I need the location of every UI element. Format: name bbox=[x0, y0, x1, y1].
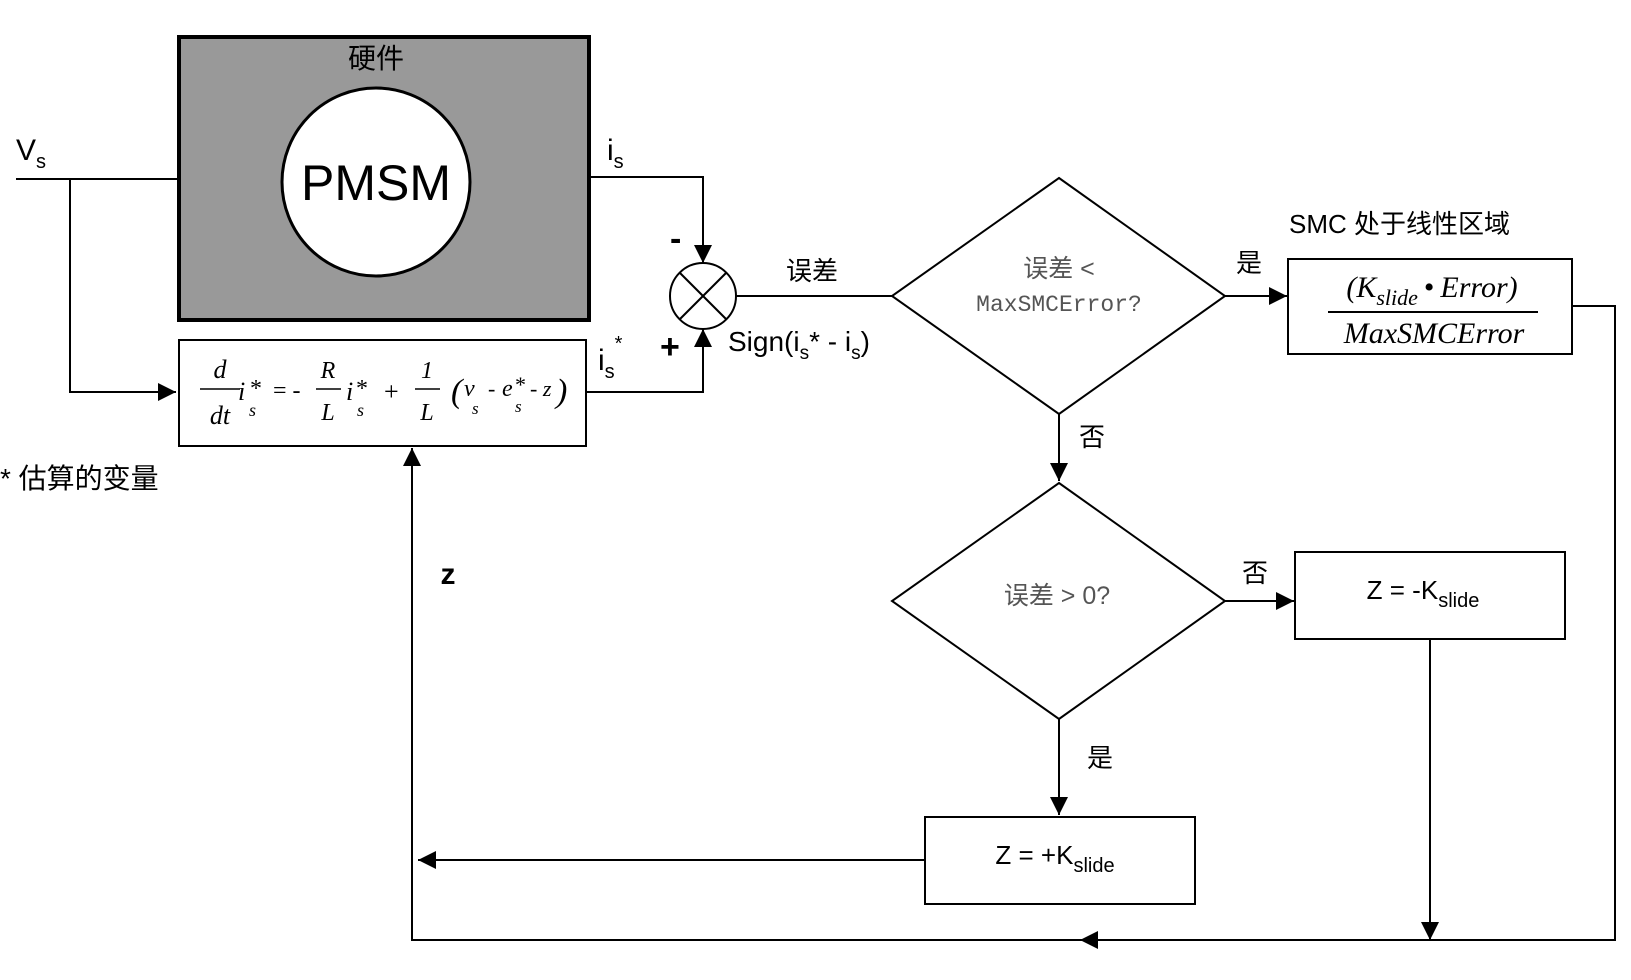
linear-numerator: (Kslide • Error) bbox=[1346, 271, 1517, 310]
eq-es-sub: s bbox=[515, 397, 522, 416]
decision1-line1: 误差 < bbox=[1023, 255, 1095, 283]
vs-to-estimator-arrow bbox=[69, 179, 176, 401]
error-label: 误差 bbox=[786, 256, 838, 286]
z-plus-block bbox=[924, 816, 1196, 905]
pmsm-label: PMSM bbox=[301, 155, 451, 211]
eq-plus: + bbox=[384, 377, 399, 406]
decision2-yes-label: 是 bbox=[1087, 743, 1113, 773]
eq-dt: dt bbox=[210, 401, 231, 430]
eq-equals: = - bbox=[273, 378, 301, 404]
eq-v: v bbox=[464, 376, 475, 402]
z-minus-label: Z = -Kslide bbox=[1367, 575, 1480, 612]
z-plus-label: Z = +Kslide bbox=[995, 840, 1114, 877]
eq-vs-sub: s bbox=[472, 399, 479, 418]
minus-sign: - bbox=[670, 220, 681, 258]
eq-e: e bbox=[502, 376, 513, 402]
linear-region-title: SMC 处于线性区域 bbox=[1289, 209, 1510, 239]
eq-star3: * bbox=[515, 372, 526, 397]
vs-label: Vs bbox=[16, 134, 46, 173]
is-est-label: is* bbox=[598, 333, 623, 383]
eq-d: d bbox=[214, 355, 228, 384]
eq-L2: L bbox=[419, 400, 433, 426]
hardware-title: 硬件 bbox=[348, 43, 404, 74]
decision2-no-label: 否 bbox=[1242, 558, 1268, 588]
eq-star2: * bbox=[356, 376, 368, 402]
eq-i2: i bbox=[346, 377, 353, 406]
is-label: is bbox=[607, 134, 624, 173]
linear-denominator: MaxSMCError bbox=[1343, 317, 1525, 350]
z-feedback-label: z bbox=[441, 558, 456, 591]
decision1-yes-label: 是 bbox=[1236, 248, 1262, 278]
summing-cross-2 bbox=[679, 272, 727, 320]
linear-region-return-line bbox=[1080, 305, 1616, 949]
decision2-line1: 误差 > 0? bbox=[1004, 582, 1110, 610]
eq-R: R bbox=[320, 358, 336, 384]
eq-minus-z: - z bbox=[530, 376, 552, 401]
eq-L1: L bbox=[320, 400, 334, 426]
decision1-no-label: 否 bbox=[1079, 422, 1105, 452]
z-feedback-line bbox=[403, 448, 1080, 941]
eq-minus1: - bbox=[488, 376, 495, 401]
decision1-line2: MaxSMCError? bbox=[976, 292, 1142, 318]
eq-i1: i bbox=[238, 377, 245, 406]
is-to-sum-arrow bbox=[589, 176, 712, 263]
eq-s1: s bbox=[249, 400, 256, 420]
eq-lparen: ( bbox=[451, 373, 465, 410]
estimator-equation: d dt i * s = - R L i * s + 1 L ( v s - e… bbox=[200, 355, 567, 430]
eq-one: 1 bbox=[421, 358, 433, 384]
sign-label: Sign(is* - is) bbox=[728, 326, 870, 364]
pmsm-circle bbox=[280, 86, 472, 278]
linear-region-block bbox=[1287, 258, 1573, 355]
plus-sign: + bbox=[660, 328, 680, 366]
is-est-to-sum-arrow bbox=[586, 329, 712, 393]
eq-star1: * bbox=[250, 376, 262, 402]
eq-s2: s bbox=[357, 400, 364, 420]
estimated-note: * 估算的变量 bbox=[0, 463, 159, 494]
estimator-block bbox=[178, 339, 587, 447]
eq-rparen: ) bbox=[554, 373, 567, 410]
z-minus-block bbox=[1294, 551, 1566, 640]
